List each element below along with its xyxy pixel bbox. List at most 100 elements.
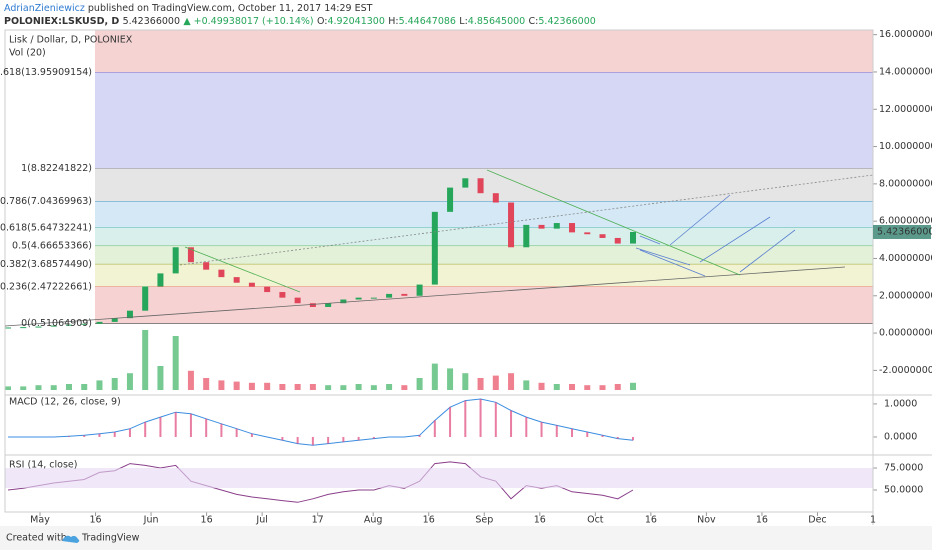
candle: [355, 297, 362, 300]
footer-brand[interactable]: TradingView: [81, 533, 140, 544]
candle: [294, 297, 301, 304]
macd-hist: [281, 436, 284, 441]
x-tick-label: May: [30, 515, 50, 526]
l-label: L:: [459, 16, 468, 27]
arrows: [635, 194, 796, 277]
macd-hist: [555, 425, 558, 437]
rsi-label: RSI (14, close): [9, 460, 77, 471]
x-tick-label: Nov: [697, 515, 716, 526]
candle: [599, 234, 606, 238]
fib-label: 0.5(4.66653366): [12, 241, 92, 252]
x-tick-label: Oct: [587, 515, 604, 526]
y-tick-label: 4.00000000: [879, 253, 932, 264]
volume-bar: [172, 336, 179, 390]
candle: [81, 323, 88, 325]
macd-hist: [296, 436, 299, 444]
macd-hist: [449, 407, 452, 437]
macd-hist: [418, 435, 421, 437]
drawings: [4, 169, 874, 327]
macd-hist: [494, 402, 497, 437]
trendline: [184, 246, 301, 293]
volume-bar: [523, 380, 530, 390]
volume-bar: [187, 370, 194, 390]
macd-hist: [250, 433, 253, 437]
y-tick-label: 1.0000: [884, 398, 917, 409]
candle: [279, 292, 286, 298]
candle: [142, 286, 149, 311]
h-value: 5.44647086: [399, 16, 456, 27]
x-tick-label: 1: [870, 515, 876, 526]
volume-bar: [157, 366, 164, 390]
macd-hist: [586, 432, 589, 437]
candle: [462, 178, 469, 188]
volume-bar: [416, 378, 423, 390]
macd-hist: [113, 432, 116, 437]
y-tick-label: 2.00000000: [879, 290, 932, 301]
volume-bar: [386, 384, 393, 390]
footer-bg: [0, 526, 932, 550]
price-tag: 5.42366000: [877, 226, 932, 237]
h-label: H:: [388, 16, 398, 27]
symbol: POLONIEX:LSKUSD, D: [4, 16, 119, 27]
macd-hist: [327, 436, 330, 444]
macd-hist: [189, 413, 192, 437]
volume-bar: [431, 363, 438, 390]
volume-bar: [599, 385, 606, 390]
volume-bar: [370, 385, 377, 390]
chart-title: Lisk / Dollar, D, POLONIEX: [9, 35, 133, 46]
y-tick-label: 12.00000000: [879, 104, 932, 115]
macd-hist: [220, 423, 223, 437]
y-tick-label: 0.00000000: [879, 328, 932, 339]
volume-bar: [294, 384, 301, 390]
macd-hist: [67, 436, 70, 437]
plot: [5, 30, 877, 516]
fib-label: 1(8.82241822): [21, 163, 92, 174]
volume-bar: [111, 378, 118, 390]
volume-bar: [325, 385, 332, 390]
macd-hist: [311, 436, 314, 446]
volume-bar: [35, 385, 42, 390]
volume-bar: [203, 378, 210, 390]
candle: [569, 223, 576, 233]
volume-bar: [553, 384, 560, 390]
change: ▲ +0.49938017 (+10.14%): [183, 16, 313, 27]
volume-bar: [309, 384, 316, 390]
candle: [523, 224, 530, 248]
macd-hist: [357, 436, 360, 441]
y-tick-label: 0.0000: [884, 431, 917, 442]
x-tick-label: 16: [423, 515, 435, 526]
o-value: 4.92041300: [327, 16, 384, 27]
candle: [233, 277, 240, 283]
volume-label: Vol (20): [9, 48, 46, 59]
macd-hist: [342, 436, 345, 442]
x-tick-label: 16: [201, 515, 213, 526]
fib-band: [95, 227, 873, 247]
macd-hist: [159, 417, 162, 437]
x-tick-label: Jul: [255, 515, 267, 526]
volume-bar: [462, 373, 469, 390]
macd-hist: [632, 436, 634, 441]
volume-bar: [233, 381, 240, 390]
candle: [126, 310, 133, 319]
volume-bar: [126, 373, 133, 390]
candle: [65, 324, 72, 326]
c-label: C:: [529, 16, 539, 27]
fib-band: [95, 168, 873, 202]
macd-hist: [540, 422, 543, 437]
volume-bar: [340, 385, 347, 390]
candle: [538, 224, 545, 229]
rsi-band: [5, 468, 873, 489]
candle: [630, 231, 636, 244]
macd-hist: [479, 398, 482, 437]
fib-band: [95, 30, 873, 73]
candle: [370, 297, 377, 299]
y-tick-label: 16.00000000: [879, 29, 932, 40]
x-tick-label: 16: [534, 515, 546, 526]
macd-hist: [601, 435, 604, 437]
author[interactable]: AdrianZieniewicz: [4, 3, 85, 14]
volume-bar: [630, 382, 636, 390]
candle: [264, 286, 271, 293]
macd-hist: [510, 410, 513, 437]
macd-hist: [525, 417, 528, 437]
